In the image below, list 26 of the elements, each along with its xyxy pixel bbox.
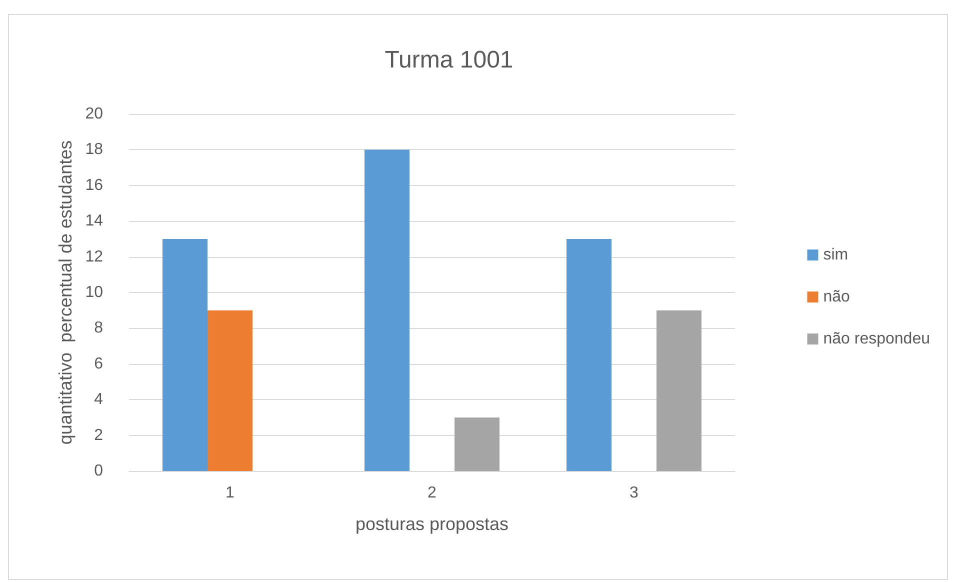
y-tick-label: 18 [85,141,104,158]
y-tick-label: 8 [94,320,104,337]
y-tick-label: 12 [85,248,104,266]
bar [162,238,208,471]
y-tick-label: 6 [94,355,104,372]
x-tick-label: 1 [226,484,235,502]
y-tick-label: 20 [85,106,104,122]
y-axis-title: quantitativo percentual de estudantes [55,140,76,445]
y-tick-label: 16 [85,176,104,194]
chart-title: Turma 1001 [384,46,514,74]
bar [566,238,612,471]
x-tick-label: 3 [630,484,639,502]
y-tick-label: 14 [85,212,104,230]
bar [208,310,252,471]
legend-label: não respondeu [823,330,930,348]
y-tick-label: 0 [94,462,104,480]
y-tick-label: 2 [94,426,104,444]
x-tick-label: 2 [428,484,437,502]
y-tick-label: 10 [85,284,104,301]
bar [656,310,702,471]
legend-label: sim [823,246,848,264]
bar [364,150,410,471]
x-axis-title: posturas propostas [355,514,509,534]
bar [454,417,500,471]
y-tick-label: 4 [94,391,104,408]
legend-label: não [823,288,850,306]
